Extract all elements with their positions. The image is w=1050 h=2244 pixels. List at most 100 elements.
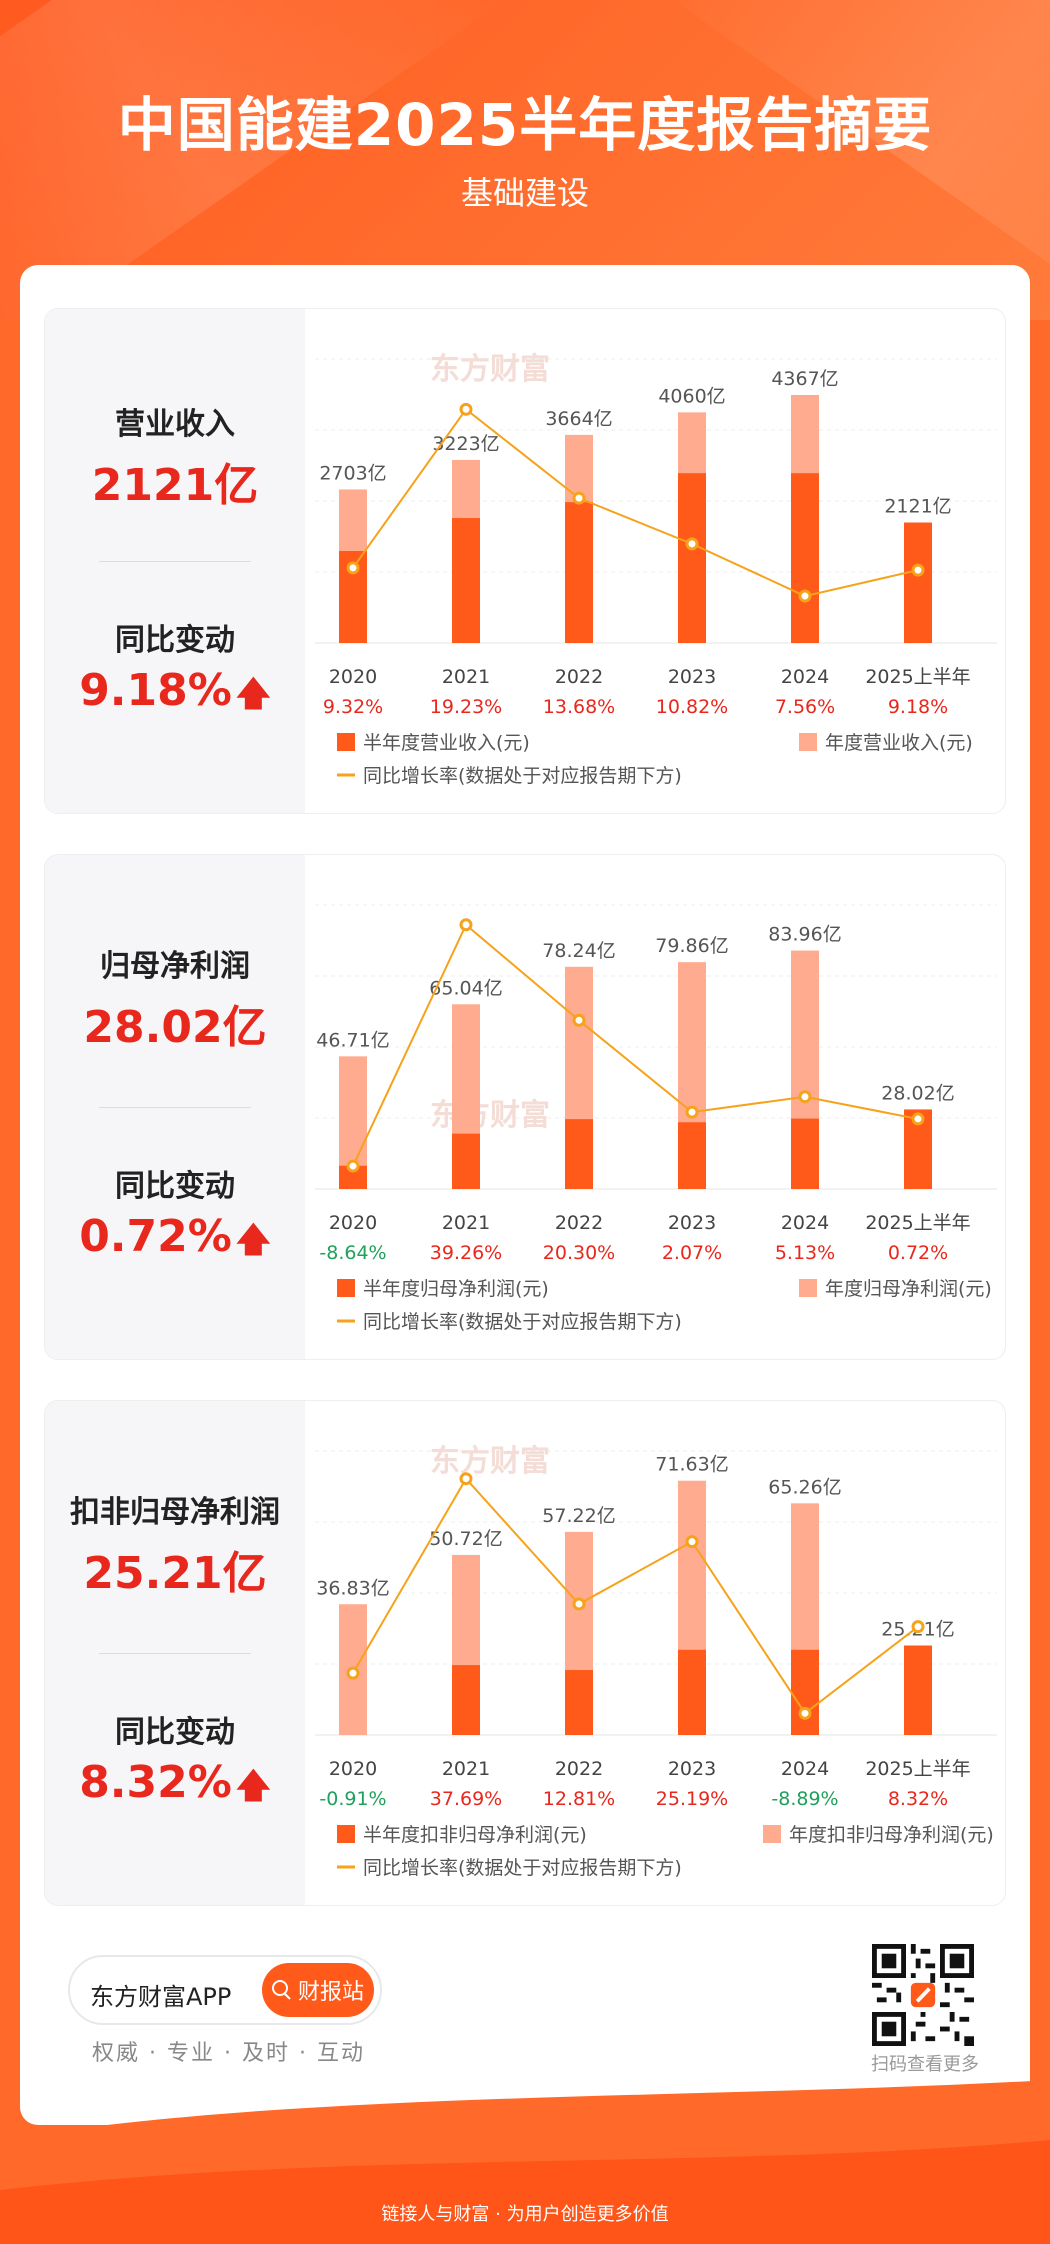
- metric-label: 扣非归母净利润: [70, 1495, 280, 1530]
- metric-label: 归母净利润: [100, 949, 250, 984]
- x-tick-label: 2023: [668, 666, 716, 688]
- growth-rate-point: [911, 1620, 925, 1634]
- growth-rate-point: [685, 537, 699, 551]
- metric-value: 25.21亿: [83, 1548, 267, 1599]
- search-icon: [271, 1980, 292, 2000]
- x-tick-label: 2025上半年: [865, 666, 970, 688]
- divider: [99, 1107, 251, 1108]
- half-year-bar: [678, 473, 706, 643]
- button-label: 财报站: [297, 1980, 364, 2005]
- qr-code[interactable]: [872, 1944, 974, 2046]
- data-label: 78.24亿: [542, 940, 615, 962]
- metric-summary: 归母净利润 28.02亿 同比变动 0.72% 🡅: [45, 855, 305, 1359]
- legend-label: 年度归母净利润(元): [825, 1278, 992, 1300]
- half-year-bar: [904, 1645, 932, 1735]
- divider: [99, 561, 251, 562]
- x-tick-label: 2022: [555, 1212, 603, 1234]
- growth-rate-point: [459, 918, 473, 932]
- arrow-up-icon: 🡅: [235, 1220, 271, 1260]
- rate-label: 8.32%: [888, 1788, 948, 1810]
- growth-rate-point: [572, 1597, 586, 1611]
- watermark: 东方财富: [430, 352, 550, 387]
- rate-label: 37.69%: [430, 1788, 502, 1810]
- x-tick-label: 2023: [668, 1212, 716, 1234]
- legend-label: 半年度营业收入(元): [363, 732, 530, 754]
- half-year-bar: [678, 1122, 706, 1189]
- rate-label: 5.13%: [775, 1242, 835, 1264]
- legend-label: 同比增长率(数据处于对应报告期下方): [363, 1857, 682, 1879]
- metric-summary: 扣非归母净利润 25.21亿 同比变动 8.32% 🡅: [45, 1401, 305, 1905]
- data-label: 2703亿: [319, 462, 386, 484]
- change-value-row: 0.72% 🡅: [45, 1211, 305, 1273]
- growth-rate-point: [346, 561, 360, 575]
- growth-rate-point: [459, 402, 473, 416]
- change-label: 同比变动: [115, 1169, 235, 1204]
- growth-rate-point: [911, 1112, 925, 1126]
- rate-label: -8.89%: [771, 1788, 838, 1810]
- bottom-tagline: 链接人与财富 · 为用户创造更多价值: [381, 2204, 669, 2225]
- legend-label: 同比增长率(数据处于对应报告期下方): [363, 765, 682, 787]
- deducted-net-profit-panel: 扣非归母净利润 25.21亿 同比变动 8.32% 🡅 东方财富 36.83亿 202…: [44, 1400, 1006, 1906]
- revenue-panel: 营业收入 2121亿 同比变动 9.18% 🡅 东方财富 2703亿 2020 9.32…: [44, 308, 1006, 814]
- half-year-bar: [452, 518, 480, 643]
- rate-label: 20.30%: [543, 1242, 615, 1264]
- rate-label: 9.32%: [323, 696, 383, 718]
- data-label: 2121亿: [884, 496, 951, 518]
- rate-label: 2.07%: [662, 1242, 722, 1264]
- legend-swatch-annual: [799, 733, 817, 751]
- data-label: 65.26亿: [768, 1476, 841, 1498]
- x-tick-label: 2021: [442, 1758, 490, 1780]
- rate-label: 10.82%: [656, 696, 728, 718]
- change-value-row: 9.18% 🡅: [45, 665, 305, 727]
- half-year-bar: [565, 502, 593, 643]
- rate-label: 25.19%: [656, 1788, 728, 1810]
- x-tick-label: 2024: [781, 1212, 829, 1234]
- change-value: 0.72%: [79, 1211, 232, 1262]
- page-title: 中国能建2025半年度报告摘要: [117, 91, 933, 159]
- half-year-bar: [565, 1670, 593, 1735]
- x-tick-label: 2020: [329, 1212, 377, 1234]
- rate-label: -0.91%: [319, 1788, 386, 1810]
- half-year-bar: [678, 1649, 706, 1735]
- data-label: 79.86亿: [655, 935, 728, 957]
- data-label: 36.83亿: [316, 1577, 389, 1599]
- growth-rate-point: [346, 1666, 360, 1680]
- x-tick-label: 2025上半年: [865, 1758, 970, 1780]
- app-name: 东方财富APP: [90, 1983, 232, 2011]
- rate-label: 7.56%: [775, 696, 835, 718]
- x-tick-label: 2024: [781, 666, 829, 688]
- data-label: 65.04亿: [429, 977, 502, 999]
- growth-rate-line: [352, 407, 919, 598]
- legend-label: 年度营业收入(元): [825, 732, 973, 754]
- legend-swatch-annual: [763, 1825, 781, 1843]
- legend-swatch-half: [337, 733, 355, 751]
- legend-swatch-half: [337, 1279, 355, 1297]
- report-station-button[interactable]: 财报站: [262, 1963, 374, 2017]
- growth-rate-line: [352, 923, 919, 1167]
- data-label: 28.02亿: [881, 1082, 954, 1104]
- qr-caption: 扫码查看更多: [871, 2054, 979, 2075]
- growth-rate-point: [459, 1472, 473, 1486]
- net-profit-panel: 归母净利润 28.02亿 同比变动 0.72% 🡅 东方财富 46.71亿 2020-…: [44, 854, 1006, 1360]
- x-tick-label: 2025上半年: [865, 1212, 970, 1234]
- data-label: 3664亿: [545, 408, 612, 430]
- x-tick-label: 2020: [329, 1758, 377, 1780]
- x-tick-label: 2021: [442, 666, 490, 688]
- rate-label: 0.72%: [888, 1242, 948, 1264]
- data-label: 46.71亿: [316, 1029, 389, 1051]
- half-year-bar: [565, 1119, 593, 1189]
- x-tick-label: 2021: [442, 1212, 490, 1234]
- metric-value: 2121亿: [91, 460, 259, 511]
- app-search-bar[interactable]: 东方财富APP 财报站: [68, 1955, 382, 2025]
- chart: 东方财富 46.71亿 2020 -8.64% 65.04亿 2021 39.26% 78.2…: [315, 904, 997, 1333]
- chart: 东方财富 2703亿 2020 9.32% 3223亿 2021 19.23% 3664亿 20…: [315, 352, 997, 787]
- growth-rate-point: [685, 1535, 699, 1549]
- half-year-bar: [339, 1165, 367, 1189]
- data-label: 50.72亿: [429, 1528, 502, 1550]
- legend-label: 半年度扣非归母净利润(元): [363, 1824, 587, 1846]
- rate-label: 39.26%: [430, 1242, 502, 1264]
- growth-rate-point: [798, 589, 812, 603]
- page-subtitle: 基础建设: [460, 174, 589, 212]
- rate-label: 19.23%: [430, 696, 502, 718]
- data-label: 83.96亿: [768, 924, 841, 946]
